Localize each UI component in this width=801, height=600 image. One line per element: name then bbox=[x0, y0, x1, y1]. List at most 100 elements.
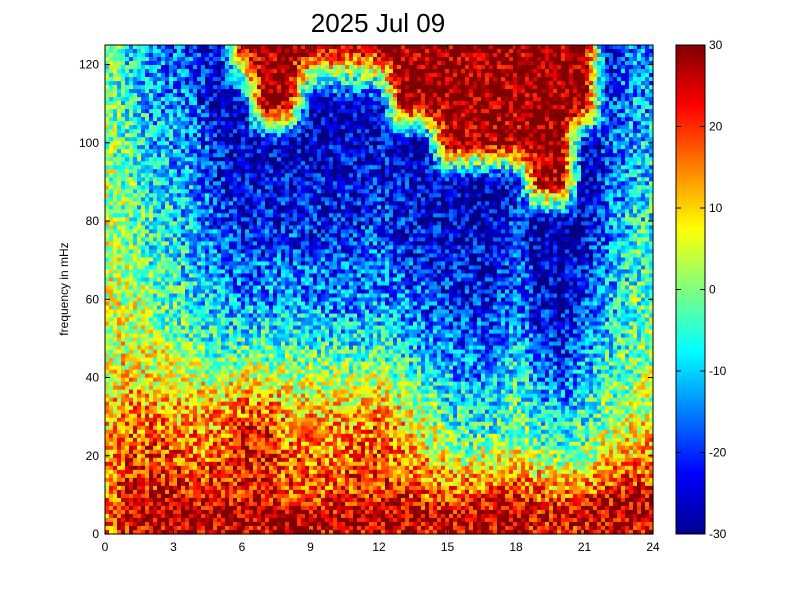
heatmap-cell bbox=[273, 161, 278, 166]
heatmap-cell bbox=[637, 185, 642, 190]
heatmap-cell bbox=[613, 89, 618, 94]
heatmap-cell bbox=[573, 89, 578, 94]
heatmap-cell bbox=[217, 93, 222, 98]
heatmap-cell bbox=[317, 73, 322, 78]
heatmap-cell bbox=[265, 117, 270, 122]
heatmap-cell bbox=[517, 65, 522, 70]
heatmap-cell bbox=[141, 93, 146, 98]
heatmap-cell bbox=[297, 137, 302, 142]
heatmap-cell bbox=[213, 93, 218, 98]
heatmap-cell bbox=[605, 101, 610, 106]
heatmap-cell bbox=[277, 93, 282, 98]
heatmap-cell bbox=[445, 125, 450, 130]
heatmap-cell bbox=[173, 93, 178, 98]
heatmap-cell bbox=[513, 93, 518, 98]
heatmap-cell bbox=[369, 85, 374, 90]
heatmap-cell bbox=[501, 57, 506, 62]
heatmap-cell bbox=[141, 81, 146, 86]
heatmap-cell bbox=[349, 53, 354, 58]
heatmap-cell bbox=[173, 57, 178, 62]
heatmap-cell bbox=[321, 145, 326, 150]
heatmap-cell bbox=[613, 93, 618, 98]
heatmap-cell bbox=[617, 165, 622, 170]
heatmap-cell bbox=[253, 113, 258, 118]
heatmap-cell bbox=[501, 125, 506, 130]
heatmap-cell bbox=[553, 61, 558, 66]
heatmap-cell bbox=[281, 181, 286, 186]
heatmap-cell bbox=[265, 181, 270, 186]
heatmap-cell bbox=[549, 149, 554, 154]
heatmap-cell bbox=[577, 133, 582, 138]
heatmap-cell bbox=[213, 101, 218, 106]
heatmap-cell bbox=[269, 173, 274, 178]
heatmap-cell bbox=[573, 133, 578, 138]
heatmap-cell bbox=[141, 61, 146, 66]
heatmap-cell bbox=[369, 169, 374, 174]
heatmap-cell bbox=[413, 181, 418, 186]
heatmap-cell bbox=[205, 89, 210, 94]
heatmap-cell bbox=[357, 117, 362, 122]
heatmap-cell bbox=[529, 113, 534, 118]
heatmap-cell bbox=[517, 77, 522, 82]
heatmap-cell bbox=[481, 121, 486, 126]
heatmap-cell bbox=[473, 105, 478, 110]
heatmap-cell bbox=[169, 97, 174, 102]
heatmap-cell bbox=[329, 109, 334, 114]
heatmap-cell bbox=[333, 49, 338, 54]
heatmap-cell bbox=[445, 157, 450, 162]
heatmap-cell bbox=[641, 165, 646, 170]
heatmap-cell bbox=[241, 189, 246, 194]
heatmap-cell bbox=[149, 97, 154, 102]
heatmap-cell bbox=[453, 157, 458, 162]
heatmap-cell bbox=[133, 117, 138, 122]
heatmap-cell bbox=[225, 157, 230, 162]
heatmap-cell bbox=[305, 97, 310, 102]
heatmap-cell bbox=[461, 61, 466, 66]
heatmap-cell bbox=[113, 101, 118, 106]
heatmap-cell bbox=[393, 113, 398, 118]
heatmap-cell bbox=[521, 97, 526, 102]
heatmap-cell bbox=[133, 57, 138, 62]
heatmap-cell bbox=[173, 137, 178, 142]
heatmap-cell bbox=[561, 69, 566, 74]
heatmap-cell bbox=[537, 85, 542, 90]
heatmap-cell bbox=[321, 101, 326, 106]
heatmap-cell bbox=[149, 121, 154, 126]
heatmap-cell bbox=[333, 189, 338, 194]
heatmap-cell bbox=[605, 149, 610, 154]
heatmap-cell bbox=[181, 45, 186, 50]
heatmap-cell bbox=[273, 101, 278, 106]
heatmap-cell bbox=[189, 161, 194, 166]
heatmap-cell bbox=[541, 157, 546, 162]
heatmap-cell bbox=[149, 149, 154, 154]
heatmap-cell bbox=[361, 125, 366, 130]
heatmap-cell bbox=[413, 141, 418, 146]
heatmap-cell bbox=[465, 61, 470, 66]
heatmap-cell bbox=[149, 81, 154, 86]
heatmap-cell bbox=[449, 141, 454, 146]
heatmap-cell bbox=[489, 97, 494, 102]
heatmap-cell bbox=[565, 153, 570, 158]
heatmap-cell bbox=[213, 57, 218, 62]
heatmap-cell bbox=[441, 77, 446, 82]
heatmap-cell bbox=[437, 97, 442, 102]
heatmap-cell bbox=[609, 177, 614, 182]
heatmap-cell bbox=[161, 169, 166, 174]
heatmap-cell bbox=[389, 145, 394, 150]
heatmap-cell bbox=[233, 57, 238, 62]
heatmap-cell bbox=[513, 185, 518, 190]
heatmap-cell bbox=[389, 121, 394, 126]
heatmap-cell bbox=[497, 69, 502, 74]
heatmap-cell bbox=[313, 45, 318, 50]
heatmap-cell bbox=[457, 149, 462, 154]
heatmap-cell bbox=[353, 189, 358, 194]
heatmap-cell bbox=[441, 65, 446, 70]
heatmap-cell bbox=[161, 141, 166, 146]
heatmap-cell bbox=[493, 133, 498, 138]
heatmap-cell bbox=[549, 125, 554, 130]
heatmap-cell bbox=[189, 145, 194, 150]
heatmap-cell bbox=[557, 81, 562, 86]
heatmap-cell bbox=[125, 57, 130, 62]
heatmap-cell bbox=[633, 129, 638, 134]
heatmap-cell bbox=[437, 81, 442, 86]
